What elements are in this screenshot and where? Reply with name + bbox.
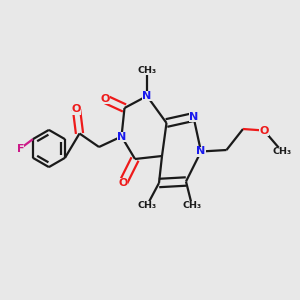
- Text: O: O: [100, 94, 110, 104]
- Text: CH₃: CH₃: [137, 66, 157, 75]
- Text: F: F: [17, 143, 24, 154]
- Text: O: O: [72, 104, 81, 115]
- Text: CH₃: CH₃: [182, 201, 202, 210]
- Text: CH₃: CH₃: [137, 201, 157, 210]
- Text: O: O: [118, 178, 128, 188]
- Text: CH₃: CH₃: [272, 147, 292, 156]
- Text: N: N: [142, 91, 152, 101]
- Text: N: N: [117, 131, 126, 142]
- Text: N: N: [189, 112, 198, 122]
- Text: N: N: [196, 146, 206, 157]
- Text: O: O: [259, 125, 269, 136]
